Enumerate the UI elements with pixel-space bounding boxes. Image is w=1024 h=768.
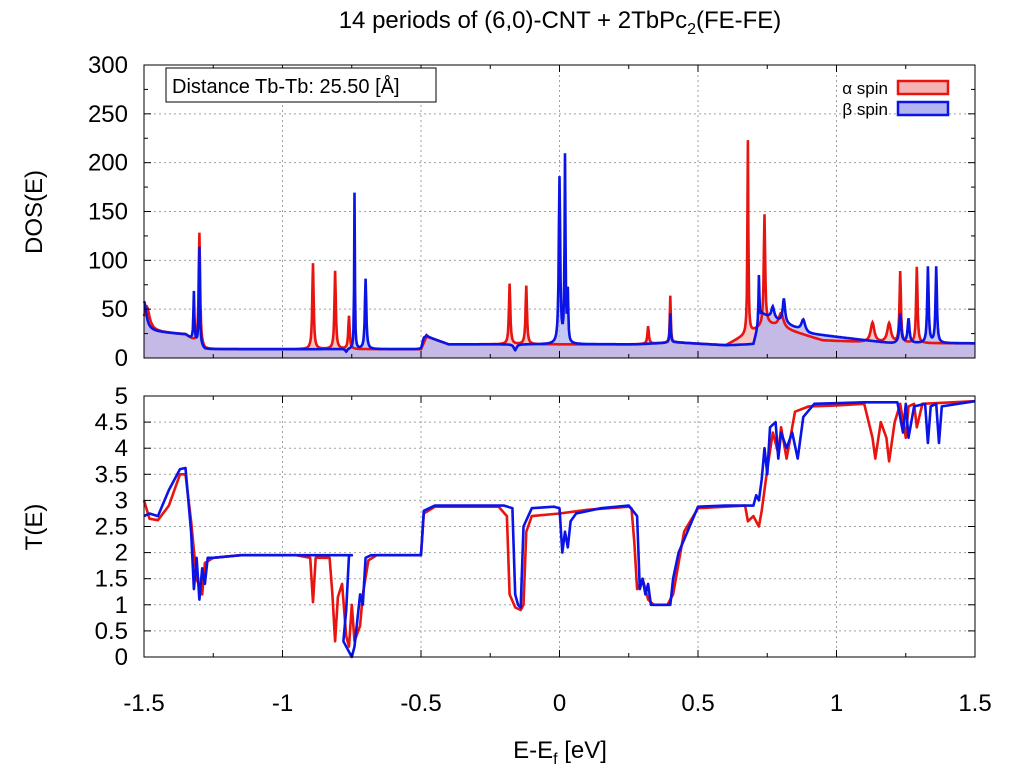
y-tick-label: 4.5 (95, 409, 128, 436)
y-tick-label: 1 (115, 592, 128, 619)
y-tick-label: 250 (88, 101, 128, 128)
x-tick-label: -1.5 (123, 690, 164, 717)
transmission-y-label: T(E) (21, 504, 48, 551)
title-tail: (FE-FE) (696, 7, 781, 34)
y-tick-label: 300 (88, 52, 128, 79)
annotation-text: Distance Tb-Tb: 25.50 [Å] (172, 75, 400, 98)
y-tick-label: 2 (115, 540, 128, 567)
x-tick-label: 0.5 (681, 690, 714, 717)
transmission-y-ticks: 00.511.522.533.544.55 (95, 383, 975, 671)
x-tick-label: -1 (272, 690, 293, 717)
x-label-main: E-E (513, 737, 553, 764)
y-tick-label: 5 (115, 383, 128, 410)
transmission-panel: 00.511.522.533.544.55 -1.5 -1 -0.5 0 0.5 1 1.5… (21, 383, 992, 717)
y-tick-label: 150 (88, 199, 128, 226)
y-tick-label: 2.5 (95, 514, 128, 541)
y-tick-label: 0 (115, 644, 128, 671)
dos-panel: 0 50 100 150 200 250 300 DOS(E) Distance Tb-Tb… (21, 52, 976, 372)
dos-y-label: DOS(E) (21, 170, 48, 254)
x-tick-label: 1 (830, 690, 843, 717)
y-tick-label: 0.5 (95, 618, 128, 645)
x-tick-label: 0 (553, 690, 566, 717)
annotation-box: Distance Tb-Tb: 25.50 [Å] (165, 67, 437, 103)
transmission-series (142, 399, 976, 659)
dos-x-ticks (143, 65, 976, 358)
y-tick-label: 3.5 (95, 461, 128, 488)
dos-beta-line (142, 153, 975, 354)
x-tick-label: 1.5 (958, 690, 991, 717)
y-tick-label: 3 (115, 487, 128, 514)
legend-swatch-alpha (896, 79, 950, 96)
title-sub: 2 (687, 21, 696, 38)
legend-swatch-beta (896, 100, 950, 117)
title-main: 14 periods of (6,0)-CNT + 2TbPc (339, 7, 687, 34)
y-tick-label: 50 (101, 296, 128, 323)
dos-series (142, 140, 975, 358)
y-tick-label: 1.5 (95, 566, 128, 593)
x-tick-label: -0.5 (400, 690, 441, 717)
x-label-tail: [eV] (558, 737, 607, 764)
y-tick-label: 4 (115, 435, 128, 462)
transmission-beta-line (143, 399, 976, 659)
transmission-alpha-line (142, 399, 976, 648)
y-tick-label: 100 (88, 247, 128, 274)
dos-y-ticks: 0 50 100 150 200 250 300 (88, 52, 975, 372)
legend-label-beta: β spin (842, 100, 888, 119)
legend-label-alpha: α spin (842, 79, 888, 98)
legend: α spin β spin (842, 79, 950, 119)
y-tick-label: 200 (88, 150, 128, 177)
transmission-x-ticks: -1.5 -1 -0.5 0 0.5 1 1.5 (123, 396, 992, 717)
x-label-sub: f (553, 751, 558, 768)
x-axis-label: E-Ef [eV] (513, 737, 607, 768)
chart-title: 14 periods of (6,0)-CNT + 2TbPc2(FE-FE) (339, 7, 782, 38)
y-tick-label: 0 (115, 345, 128, 372)
